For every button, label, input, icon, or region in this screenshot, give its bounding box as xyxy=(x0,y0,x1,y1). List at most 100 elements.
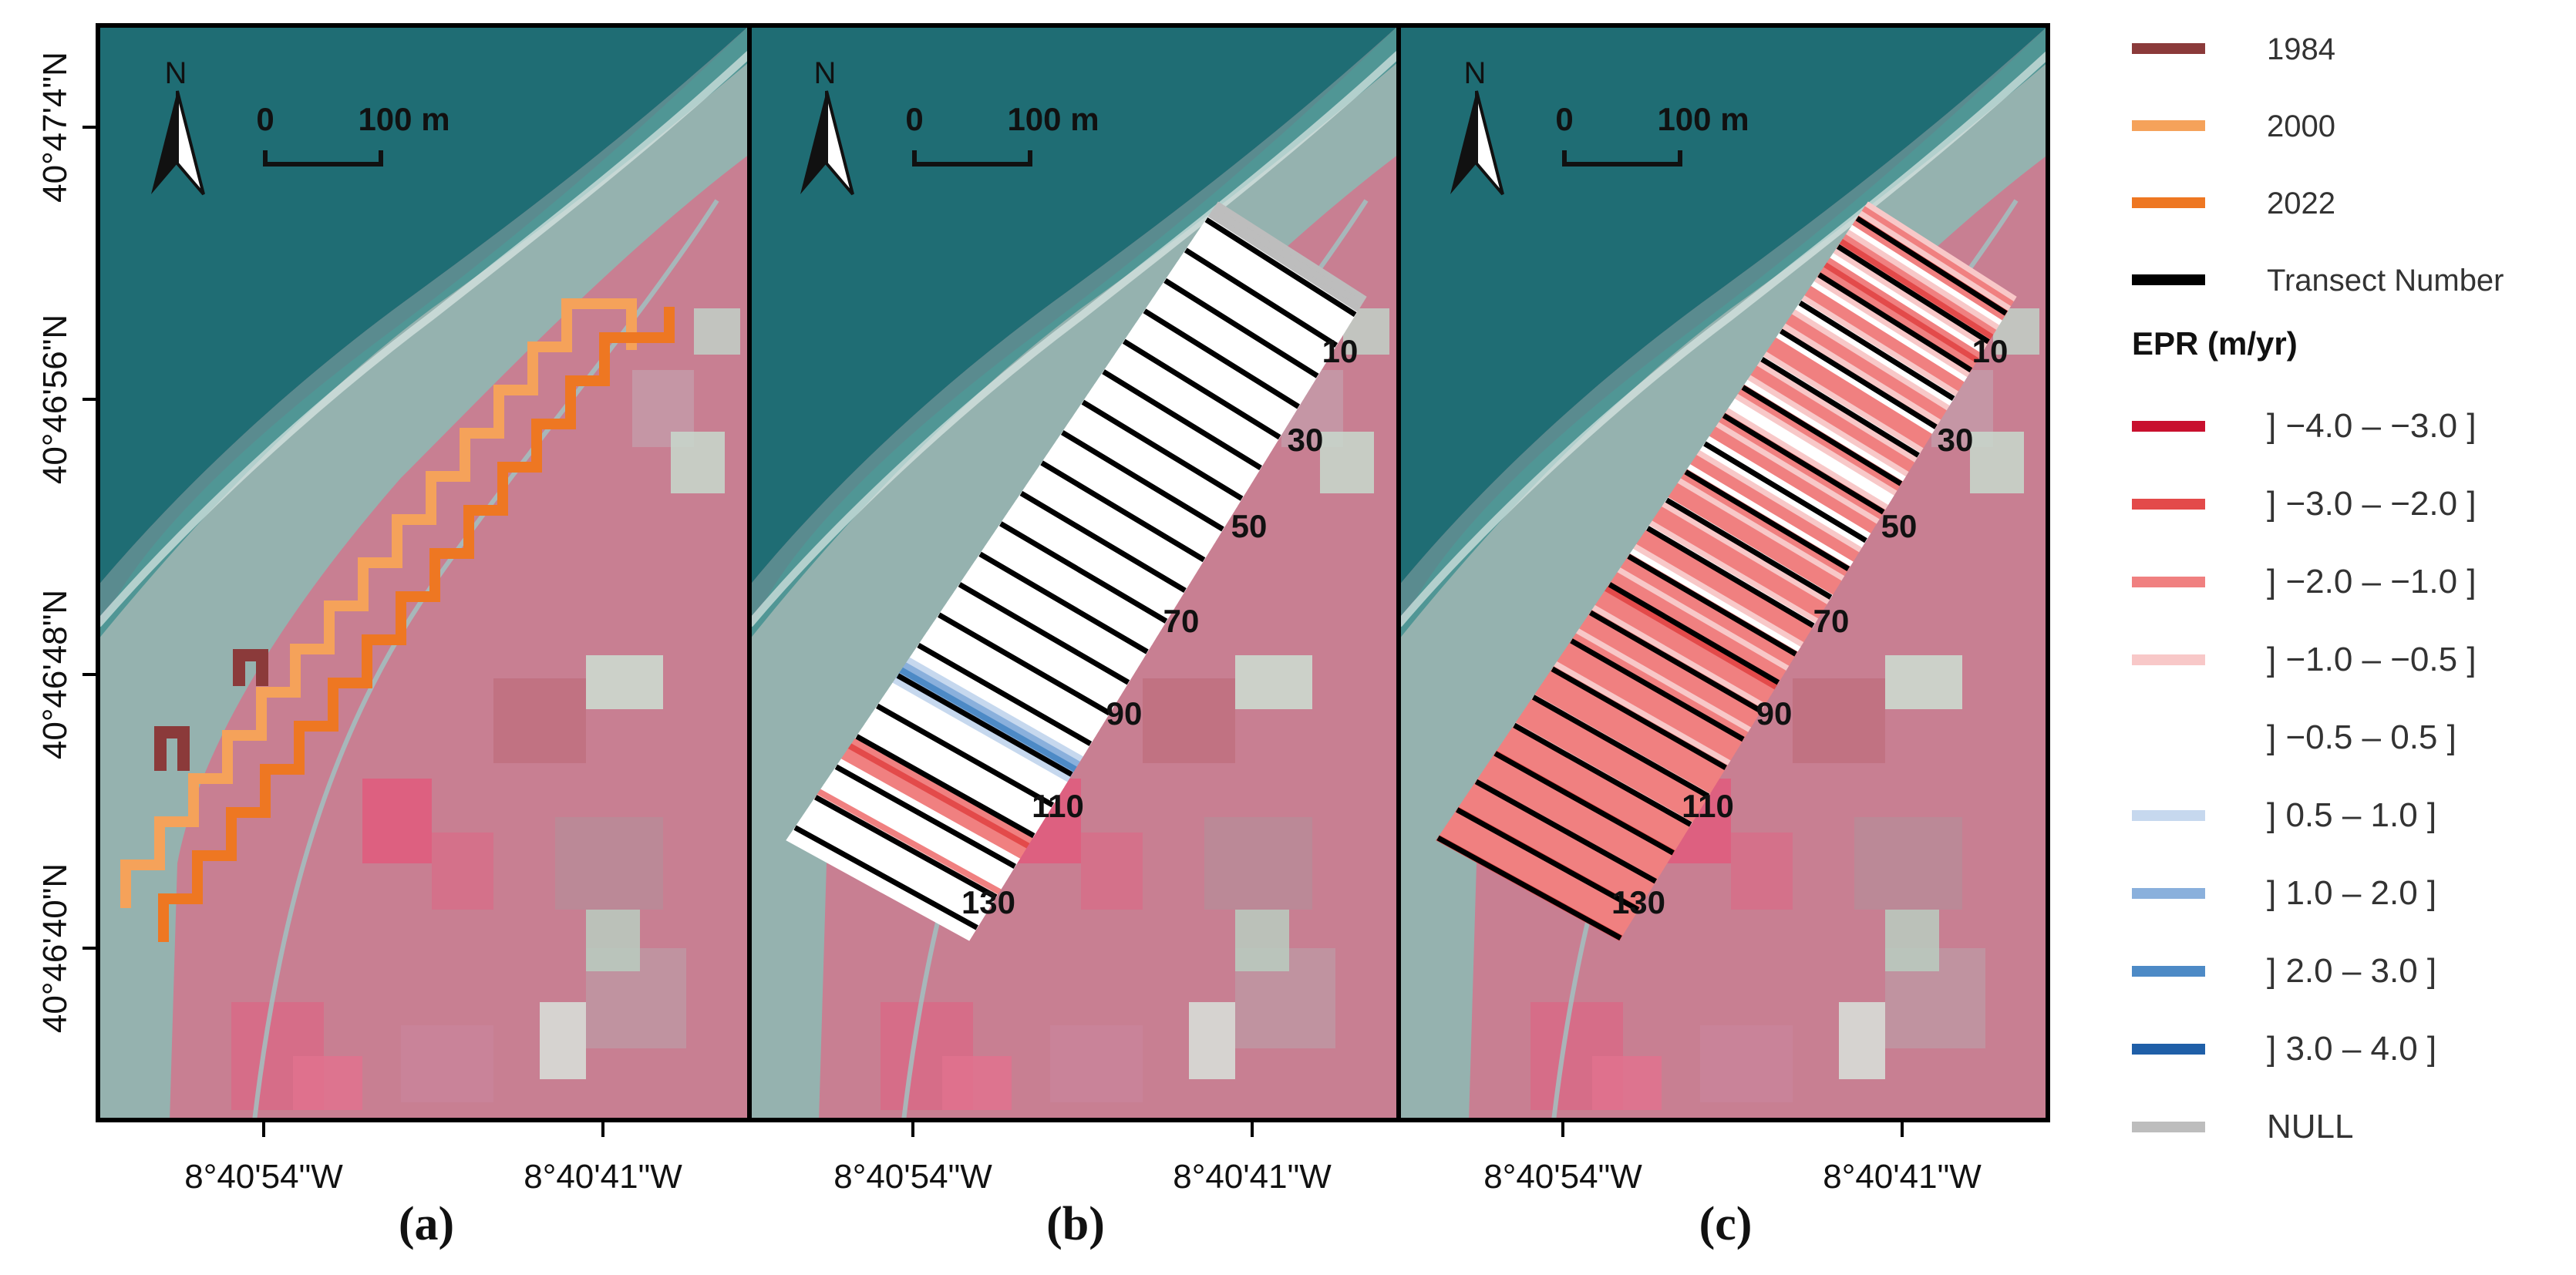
transect-line xyxy=(1722,413,1885,515)
transect-number-label: 110 xyxy=(1032,788,1084,824)
transect-number-label: 90 xyxy=(1106,695,1143,732)
transect-line xyxy=(1817,272,1973,373)
land-parcel xyxy=(432,833,493,910)
land-parcel xyxy=(671,432,725,493)
transect-line xyxy=(793,825,978,930)
transect-line xyxy=(1122,338,1281,440)
legend-label: ] −2.0 – −1.0 ] xyxy=(2267,563,2477,600)
land-parcel xyxy=(1081,833,1143,910)
transect-line xyxy=(1040,460,1206,563)
legend-label: ] 1.0 – 2.0 ] xyxy=(2267,874,2436,912)
latitude-axis: 40°47'4"N 40°46'56"N 40°46'48"N 40°46'40"N xyxy=(36,52,98,1033)
legend-label: Transect Number xyxy=(2267,264,2504,298)
sea-area xyxy=(98,25,749,586)
transect-line xyxy=(1456,807,1640,913)
transect-line xyxy=(1703,441,1867,543)
panel-label-c: (c) xyxy=(1699,1198,1753,1250)
land-parcel xyxy=(362,779,432,863)
transect-line xyxy=(876,703,1055,808)
legend-label: 2022 xyxy=(2267,187,2335,220)
y-tick-label: 40°46'40"N xyxy=(36,863,74,1033)
panel-frame-c xyxy=(1396,23,2050,1122)
transect-number-label: 10 xyxy=(1322,333,1359,369)
transect-line xyxy=(1551,666,1727,770)
transect-number-label: 130 xyxy=(1611,884,1665,920)
sea-area xyxy=(749,25,1399,586)
x-tick-label: 8°40'41"W xyxy=(1823,1158,1982,1196)
transect-line xyxy=(1798,300,1955,401)
north-arrow-icon xyxy=(800,91,827,194)
transect-line xyxy=(1204,217,1357,318)
land-parcel xyxy=(1970,432,2024,493)
land-parcel xyxy=(555,817,663,910)
scale-bar xyxy=(912,150,1032,167)
transect-line xyxy=(855,734,1035,839)
beach-strip xyxy=(749,25,1399,1120)
x-tick-label: 8°40'41"W xyxy=(1173,1158,1332,1196)
surf-line xyxy=(749,51,1399,627)
transect-line xyxy=(1493,751,1675,856)
transect-line xyxy=(1741,385,1903,486)
land-parcel xyxy=(1885,910,1939,971)
transect-line xyxy=(1837,244,1990,345)
land-parcel xyxy=(1700,1025,1793,1102)
panel-a: N 0 100 m xyxy=(98,25,749,1120)
map-panels: N 0 100 m 8°40'54"W 8°40'41"W (a) 10 30 50 70 90 11… xyxy=(96,23,2050,1250)
legend-label: ] −0.5 – 0.5 ] xyxy=(2267,718,2456,756)
transect-number-label: 30 xyxy=(1938,422,1974,458)
north-arrow-icon xyxy=(825,90,854,196)
transect-line xyxy=(1684,469,1850,572)
scale-bar-end-label: 100 m xyxy=(1007,101,1099,137)
transect-line xyxy=(1760,356,1920,458)
scale-bar-end-label: 100 m xyxy=(1657,101,1749,137)
sea-area xyxy=(1399,25,2048,586)
transect-line xyxy=(1779,328,1938,429)
panel-label-a: (a) xyxy=(399,1198,454,1250)
transect-number-label: 30 xyxy=(1288,422,1324,458)
shallow-water xyxy=(749,25,1399,640)
north-label: N xyxy=(1464,56,1487,90)
transect-line xyxy=(834,764,1016,869)
legend-label: ] 0.5 – 1.0 ] xyxy=(2267,796,2436,834)
land-parcel xyxy=(586,910,640,971)
transect-line xyxy=(1665,497,1833,600)
shallow-water xyxy=(98,25,749,640)
shoreline-1984 xyxy=(154,649,268,771)
shoreline-2022 xyxy=(158,307,675,942)
legend-label: ] 3.0 – 4.0 ] xyxy=(2267,1030,2436,1068)
land-parcel xyxy=(1143,678,1235,763)
x-tick-label: 8°40'54"W xyxy=(1483,1158,1642,1196)
x-tick-label: 8°40'54"W xyxy=(833,1158,992,1196)
transect-line xyxy=(958,582,1130,685)
transect-line xyxy=(1436,835,1622,940)
north-arrow-icon xyxy=(151,91,177,194)
land-parcel xyxy=(1839,1002,1885,1079)
transect-line xyxy=(814,795,998,900)
north-arrow-icon xyxy=(1450,91,1477,194)
shallow-water xyxy=(1399,25,2048,640)
transect-line xyxy=(1060,430,1224,532)
scale-bar-start-label: 0 xyxy=(1555,101,1573,137)
transect-line xyxy=(1513,722,1692,827)
transect-line xyxy=(1531,695,1710,799)
beach-strip xyxy=(1399,25,2048,1120)
panel-b: 10 30 50 70 90 110 130 N 0 100 m xyxy=(749,25,1399,1120)
legend-label: 2000 xyxy=(2267,109,2335,143)
y-tick-label: 40°47'4"N xyxy=(36,52,74,203)
land-parcel xyxy=(1592,1056,1662,1110)
legend-label: ] 2.0 – 3.0 ] xyxy=(2267,952,2436,990)
land-parcel xyxy=(1854,817,1962,910)
land-parcel xyxy=(1204,817,1312,910)
transect-line xyxy=(1646,526,1815,628)
y-tick-label: 40°46'48"N xyxy=(36,590,74,759)
north-label: N xyxy=(165,56,187,90)
north-label: N xyxy=(814,56,837,90)
transect-band xyxy=(786,834,973,941)
surf-line xyxy=(98,51,749,627)
land-parcel xyxy=(942,1056,1012,1110)
land-parcel xyxy=(1320,432,1374,493)
scale-bar-start-label: 0 xyxy=(256,101,274,137)
surf-line xyxy=(1399,51,2048,627)
transect-number-label: 70 xyxy=(1813,603,1850,639)
